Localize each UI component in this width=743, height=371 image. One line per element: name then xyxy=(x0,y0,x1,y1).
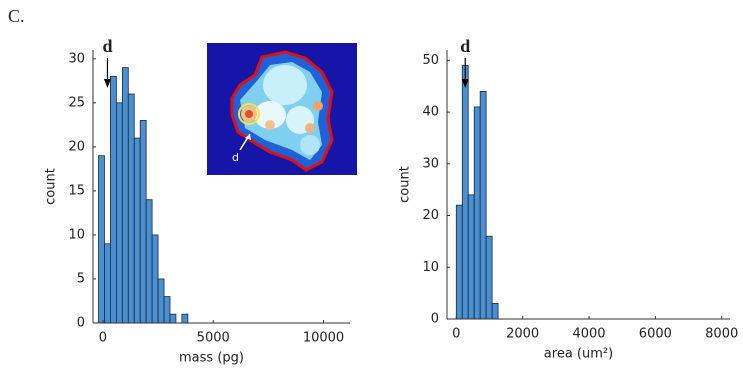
bar xyxy=(170,314,176,323)
figure: C. 0510152025300500010000mass (pg)countd… xyxy=(0,0,743,371)
x-tick-label: 4000 xyxy=(572,327,605,342)
bar xyxy=(152,235,158,323)
bar xyxy=(158,279,164,323)
bar xyxy=(140,120,146,323)
y-tick-label: 5 xyxy=(77,271,85,286)
y-tick-label: 30 xyxy=(68,51,85,66)
x-tick-label: 8000 xyxy=(705,327,738,342)
x-tick-label: 0 xyxy=(99,331,107,346)
y-tick-label: 10 xyxy=(68,227,85,242)
x-tick-label: 6000 xyxy=(639,327,672,342)
bar xyxy=(116,103,122,323)
bar xyxy=(99,156,105,323)
y-tick-label: 50 xyxy=(422,53,439,68)
y-tick-label: 25 xyxy=(68,95,85,110)
bar xyxy=(128,94,134,323)
x-axis-label: area (um²) xyxy=(544,347,613,362)
y-tick-label: 0 xyxy=(431,312,439,327)
bar xyxy=(468,195,474,319)
y-tick-label: 30 xyxy=(422,156,439,171)
y-tick-label: 20 xyxy=(422,208,439,223)
y-axis-label: count xyxy=(44,168,59,205)
x-tick-label: 2000 xyxy=(506,327,539,342)
bar xyxy=(486,236,492,319)
bar xyxy=(104,244,110,323)
x-tick-label: 5000 xyxy=(197,331,230,346)
annotation: d xyxy=(460,36,470,56)
bar xyxy=(146,200,152,323)
bar xyxy=(134,138,140,323)
bar xyxy=(456,205,462,319)
y-tick-label: 10 xyxy=(422,260,439,275)
bar xyxy=(480,91,486,319)
y-axis-label: count xyxy=(398,166,413,203)
inset-image: d xyxy=(207,43,357,175)
bar xyxy=(474,107,480,319)
bar xyxy=(462,66,468,319)
annotation-arrowhead xyxy=(104,79,111,88)
y-tick-label: 0 xyxy=(77,316,85,331)
bar xyxy=(110,76,116,323)
x-axis-label: mass (pg) xyxy=(179,351,244,366)
bar xyxy=(182,314,188,323)
y-tick-label: 40 xyxy=(422,105,439,120)
inset-label: d xyxy=(232,151,239,164)
bar xyxy=(492,303,498,319)
x-tick-label: 0 xyxy=(452,327,460,342)
y-tick-label: 20 xyxy=(68,139,85,154)
annotation: d xyxy=(102,36,112,56)
bar xyxy=(122,68,128,323)
bar xyxy=(164,297,170,323)
y-tick-label: 15 xyxy=(68,183,85,198)
x-tick-label: 10000 xyxy=(303,331,344,346)
panel-label: C. xyxy=(8,6,25,26)
